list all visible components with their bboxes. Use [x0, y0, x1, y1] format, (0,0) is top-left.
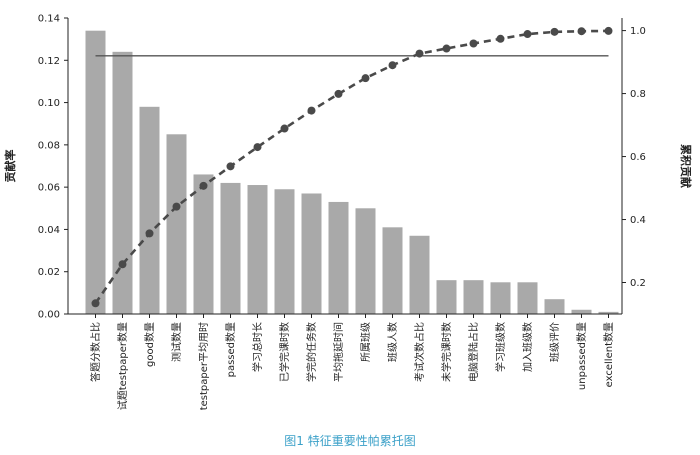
bar-18	[544, 299, 565, 314]
bar-1	[85, 30, 106, 314]
y2-tick-label: 1.0	[630, 26, 646, 37]
y-tick-label: 0.06	[38, 183, 60, 194]
bar-2	[112, 51, 133, 314]
cumulative-point-9	[307, 106, 316, 115]
x-tick-label: 班级评价	[549, 322, 561, 362]
figure-caption: 图1 特征重要性帕累托图	[284, 434, 416, 448]
axes-layer	[64, 17, 626, 318]
x-tick-label: 加入班级数	[521, 322, 534, 372]
cumulative-point-3	[145, 229, 154, 238]
x-tick-label: unpassed数量	[575, 322, 588, 390]
cumulative-point-11	[361, 74, 370, 83]
y-tick-label: 0.08	[38, 140, 60, 151]
cumulative-point-15	[469, 39, 478, 48]
y2-tick-label: 0.4	[630, 215, 646, 226]
cumulative-point-19	[577, 27, 586, 36]
y-tick-label: 0.00	[38, 310, 60, 321]
y-tick-label: 0.02	[38, 267, 60, 278]
x-tick-label: 学完的任务数	[305, 322, 318, 382]
y-tick-label: 0.10	[38, 98, 60, 109]
x-tick-label: 已学完课时数	[278, 322, 291, 382]
x-tick-label: 测试数量	[170, 322, 183, 362]
cumulative-point-16	[496, 34, 505, 43]
cumulative-point-20	[604, 26, 613, 35]
x-tick-label: 学习总时长	[251, 322, 264, 372]
y-tick-label: 0.04	[38, 225, 60, 236]
bar-11	[355, 208, 376, 314]
x-tick-label: 试题testpaper数量	[116, 322, 129, 410]
bar-6	[220, 182, 241, 314]
x-tick-label: testpaper平均用时	[198, 322, 210, 410]
bar-3	[139, 106, 160, 314]
y2-tick-label: 0.8	[630, 89, 646, 100]
cumulative-point-8	[280, 124, 289, 133]
y-tick-label: 0.14	[38, 14, 60, 25]
cumulative-point-10	[334, 89, 343, 98]
bar-9	[301, 193, 322, 314]
bar-8	[274, 189, 295, 314]
bar-15	[463, 280, 484, 314]
cumulative-point-14	[442, 44, 451, 53]
bar-4	[166, 134, 187, 314]
bar-5	[193, 174, 214, 314]
bar-20	[598, 311, 619, 314]
x-tick-label: 电脑登陆占比	[467, 322, 480, 382]
cumulative-point-17	[523, 30, 532, 39]
x-tick-label: 学习班级数	[494, 322, 507, 372]
bar-13	[409, 235, 430, 314]
y-axis-title: 贡献率	[3, 150, 17, 183]
cumulative-point-2	[118, 260, 127, 269]
x-tick-label: 考试次数占比	[413, 322, 426, 382]
cumulative-point-6	[226, 162, 235, 171]
x-tick-label: excellent数量	[602, 322, 615, 387]
x-tick-label: 班级人数	[386, 322, 399, 362]
x-tick-label: 答题分数占比	[89, 322, 102, 382]
cumulative-point-5	[199, 181, 208, 190]
x-tick-label: passed数量	[224, 322, 237, 377]
bar-14	[436, 280, 457, 314]
labels-layer: 0.00 0.02 0.04 0.06 0.08 0.10 0.12 0.14 0.2 0.4 0.…	[3, 14, 693, 411]
bar-10	[328, 201, 349, 314]
bar-17	[517, 282, 538, 314]
y2-axis-title: 累积贡献	[679, 144, 693, 188]
y2-tick-label: 0.2	[630, 278, 646, 289]
x-tick-label: good数量	[143, 322, 156, 367]
x-tick-label: 平均拖延时间	[332, 322, 345, 382]
x-tick-label: 未学完课时数	[440, 322, 453, 382]
cumulative-line	[94, 29, 609, 305]
cumulative-point-4	[172, 202, 181, 211]
bars-layer	[85, 30, 619, 314]
cumulative-point-12	[388, 61, 397, 70]
cumulative-point-7	[253, 143, 262, 152]
bar-19	[571, 309, 592, 314]
bar-16	[490, 282, 511, 314]
cumulative-point-1	[91, 299, 100, 308]
bar-12	[382, 227, 403, 314]
pareto-chart: 0.00 0.02 0.04 0.06 0.08 0.10 0.12 0.14 0.2 0.4 0.…	[3, 14, 693, 411]
y2-tick-label: 0.6	[630, 152, 646, 163]
bar-7	[247, 185, 268, 314]
x-tick-label: 所属班级	[360, 322, 372, 362]
cumulative-line-layer	[91, 26, 613, 308]
y-tick-label: 0.12	[38, 56, 60, 67]
cumulative-point-18	[550, 27, 559, 36]
cumulative-point-13	[415, 49, 424, 58]
